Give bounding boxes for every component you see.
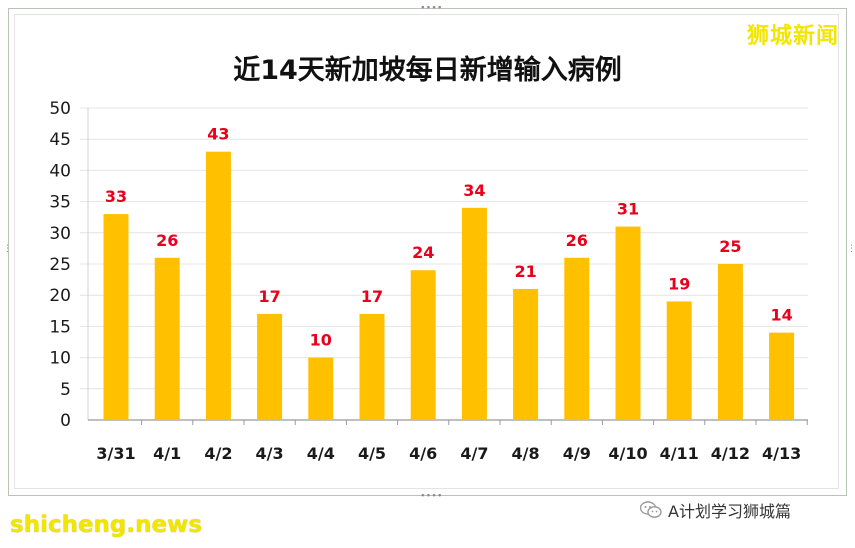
resize-handle-bottom-icon[interactable]: ∙∙∙∙ (420, 491, 443, 501)
data-label: 34 (463, 181, 485, 200)
x-tick-label: 4/11 (660, 444, 699, 463)
bar (769, 332, 795, 420)
y-tick-label: 20 (49, 286, 71, 306)
wechat-account-name: A计划学习狮城篇 (668, 502, 791, 521)
bar (666, 301, 692, 420)
bar (410, 270, 436, 420)
data-label: 24 (412, 243, 434, 262)
footer-site: shicheng.news (10, 512, 203, 538)
y-tick-label: 25 (49, 255, 71, 275)
y-tick-label: 15 (49, 317, 71, 337)
data-label: 43 (207, 125, 229, 144)
x-tick-label: 4/10 (608, 444, 647, 463)
x-tick-label: 4/8 (512, 444, 540, 463)
y-tick-label: 45 (49, 130, 71, 150)
resize-handle-top-icon[interactable]: ∙∙∙∙ (420, 3, 443, 13)
bar (154, 257, 180, 420)
data-label: 21 (514, 262, 536, 281)
wechat-account: A计划学习狮城篇 (639, 500, 791, 521)
y-tick-label: 50 (49, 99, 71, 119)
x-tick-label: 4/7 (460, 444, 488, 463)
bar (513, 288, 539, 420)
bar (359, 313, 385, 420)
bar (205, 151, 231, 420)
data-label: 33 (105, 187, 127, 206)
y-tick-label: 5 (60, 380, 71, 400)
resize-handle-left-icon[interactable]: ⋮ (3, 244, 12, 254)
data-label: 17 (361, 287, 383, 306)
x-tick-label: 3/31 (96, 444, 135, 463)
y-tick-label: 0 (60, 411, 71, 431)
x-tick-label: 4/9 (563, 444, 591, 463)
x-tick-label: 4/3 (256, 444, 284, 463)
bar (308, 357, 334, 420)
data-label: 10 (310, 331, 332, 350)
bar (717, 264, 743, 420)
data-label: 31 (617, 200, 639, 219)
y-tick-label: 40 (49, 161, 71, 181)
y-tick-label: 30 (49, 224, 71, 244)
x-tick-label: 4/5 (358, 444, 386, 463)
data-label: 25 (719, 237, 741, 256)
wechat-icon (639, 501, 662, 519)
data-label: 17 (258, 287, 280, 306)
bar (103, 214, 129, 420)
chart-title: 近14天新加坡每日新增输入病例 (233, 55, 622, 86)
data-label: 14 (770, 306, 792, 325)
bar (461, 207, 487, 420)
x-tick-label: 4/1 (153, 444, 181, 463)
y-tick-label: 10 (49, 349, 71, 369)
data-label: 26 (156, 231, 178, 250)
bar (257, 313, 283, 420)
watermark-brand: 狮城新闻 (746, 24, 839, 49)
x-tick-label: 4/12 (711, 444, 750, 463)
data-label: 26 (566, 231, 588, 250)
bar (564, 257, 590, 420)
x-tick-label: 4/6 (409, 444, 437, 463)
resize-handle-right-icon[interactable]: ⋮ (847, 244, 855, 254)
x-tick-label: 4/2 (204, 444, 232, 463)
data-label: 19 (668, 274, 690, 293)
x-tick-label: 4/13 (762, 444, 801, 463)
x-tick-label: 4/4 (307, 444, 335, 463)
bar (615, 226, 641, 420)
y-tick-label: 35 (49, 193, 71, 213)
